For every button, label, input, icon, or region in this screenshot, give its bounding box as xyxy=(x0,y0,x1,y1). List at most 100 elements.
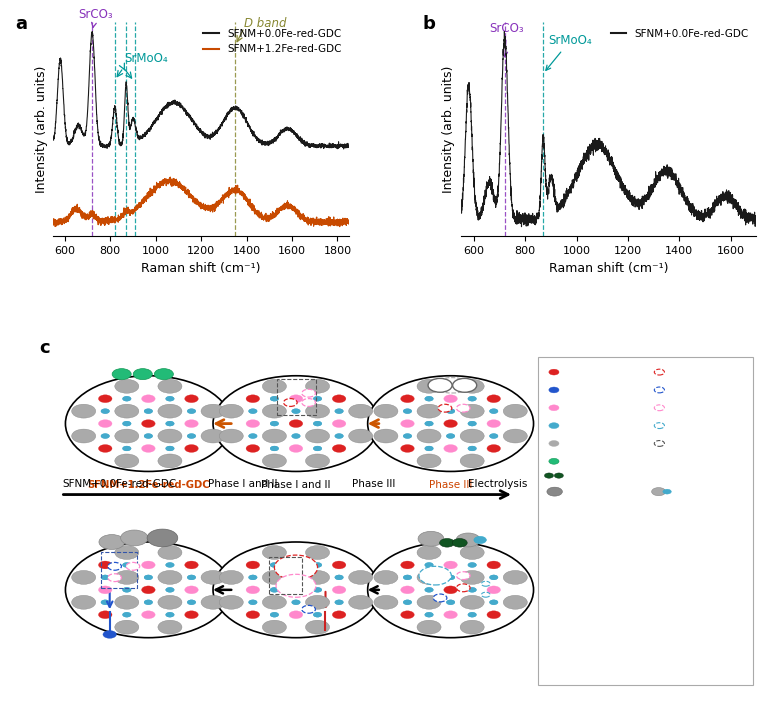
Circle shape xyxy=(144,433,153,439)
Circle shape xyxy=(122,587,131,592)
Circle shape xyxy=(246,611,260,619)
Text: Phase III: Passivation: Phase III: Passivation xyxy=(548,534,650,544)
Circle shape xyxy=(122,587,131,592)
Circle shape xyxy=(115,454,139,468)
X-axis label: Raman shift (cm⁻¹): Raman shift (cm⁻¹) xyxy=(549,261,668,274)
Circle shape xyxy=(400,561,414,569)
Circle shape xyxy=(306,545,329,560)
Circle shape xyxy=(468,446,477,451)
Circle shape xyxy=(141,395,155,403)
Text: Phase I and II: Phase I and II xyxy=(261,480,331,489)
Circle shape xyxy=(276,574,316,597)
Circle shape xyxy=(248,575,257,580)
Circle shape xyxy=(456,584,470,592)
Circle shape xyxy=(468,396,477,401)
Circle shape xyxy=(418,531,444,546)
Bar xyxy=(101,552,137,588)
Circle shape xyxy=(144,600,153,605)
Circle shape xyxy=(246,586,260,594)
Circle shape xyxy=(425,612,433,617)
Circle shape xyxy=(187,575,196,580)
Circle shape xyxy=(185,561,199,569)
Circle shape xyxy=(549,458,559,464)
Circle shape xyxy=(144,409,153,414)
Circle shape xyxy=(274,555,318,580)
Circle shape xyxy=(101,433,109,439)
Circle shape xyxy=(122,612,131,617)
Circle shape xyxy=(425,563,433,568)
Circle shape xyxy=(417,571,441,584)
Text: SrCO₃: SrCO₃ xyxy=(568,486,596,497)
Circle shape xyxy=(144,409,153,414)
Circle shape xyxy=(503,429,527,443)
X-axis label: Raman shift (cm⁻¹): Raman shift (cm⁻¹) xyxy=(141,261,261,274)
Circle shape xyxy=(444,444,458,452)
Circle shape xyxy=(313,587,322,592)
Circle shape xyxy=(248,433,257,439)
Circle shape xyxy=(549,387,559,393)
Circle shape xyxy=(313,612,322,617)
Circle shape xyxy=(158,454,182,468)
Circle shape xyxy=(302,605,316,613)
Circle shape xyxy=(158,380,182,393)
Circle shape xyxy=(144,600,153,605)
Circle shape xyxy=(101,409,109,414)
Circle shape xyxy=(101,600,109,605)
Circle shape xyxy=(262,454,286,468)
Circle shape xyxy=(446,600,455,605)
Circle shape xyxy=(248,433,257,439)
Circle shape xyxy=(425,446,433,451)
Circle shape xyxy=(121,530,148,546)
Circle shape xyxy=(403,409,412,414)
Circle shape xyxy=(99,420,112,428)
Circle shape xyxy=(503,595,527,609)
Circle shape xyxy=(332,586,346,594)
Circle shape xyxy=(289,395,303,403)
Circle shape xyxy=(439,539,455,547)
Circle shape xyxy=(433,594,447,602)
Circle shape xyxy=(452,539,468,547)
Circle shape xyxy=(348,429,373,443)
Circle shape xyxy=(306,429,329,443)
Circle shape xyxy=(246,444,260,452)
Circle shape xyxy=(335,600,343,605)
Circle shape xyxy=(332,420,346,428)
Circle shape xyxy=(248,600,257,605)
Circle shape xyxy=(270,587,279,592)
Circle shape xyxy=(201,595,225,609)
Circle shape xyxy=(72,571,96,584)
Circle shape xyxy=(108,574,121,582)
Circle shape xyxy=(122,563,131,568)
Circle shape xyxy=(335,575,343,580)
Circle shape xyxy=(99,444,112,452)
Circle shape xyxy=(446,409,455,414)
Circle shape xyxy=(460,571,484,584)
Circle shape xyxy=(122,396,131,401)
Circle shape xyxy=(292,600,300,605)
Circle shape xyxy=(468,563,477,568)
Circle shape xyxy=(481,582,490,587)
Circle shape xyxy=(115,380,139,393)
Circle shape xyxy=(262,571,286,584)
Circle shape xyxy=(166,396,174,401)
Circle shape xyxy=(503,571,527,584)
Circle shape xyxy=(549,405,559,411)
Circle shape xyxy=(187,600,196,605)
Circle shape xyxy=(306,380,329,393)
Circle shape xyxy=(201,429,225,443)
Circle shape xyxy=(417,620,441,634)
Circle shape xyxy=(425,421,433,426)
Circle shape xyxy=(549,423,559,428)
Circle shape xyxy=(460,595,484,609)
Text: Fe-Ni alloy: Fe-Ni alloy xyxy=(565,457,616,466)
Circle shape xyxy=(122,421,131,426)
Circle shape xyxy=(292,433,300,439)
Circle shape xyxy=(403,600,412,605)
Circle shape xyxy=(332,395,346,403)
Circle shape xyxy=(141,444,155,452)
Text: Host Mo: Host Mo xyxy=(565,403,604,413)
Circle shape xyxy=(289,444,303,452)
Text: Sr vacancy: Sr vacancy xyxy=(670,439,724,449)
Circle shape xyxy=(72,429,96,443)
Circle shape xyxy=(374,404,398,418)
